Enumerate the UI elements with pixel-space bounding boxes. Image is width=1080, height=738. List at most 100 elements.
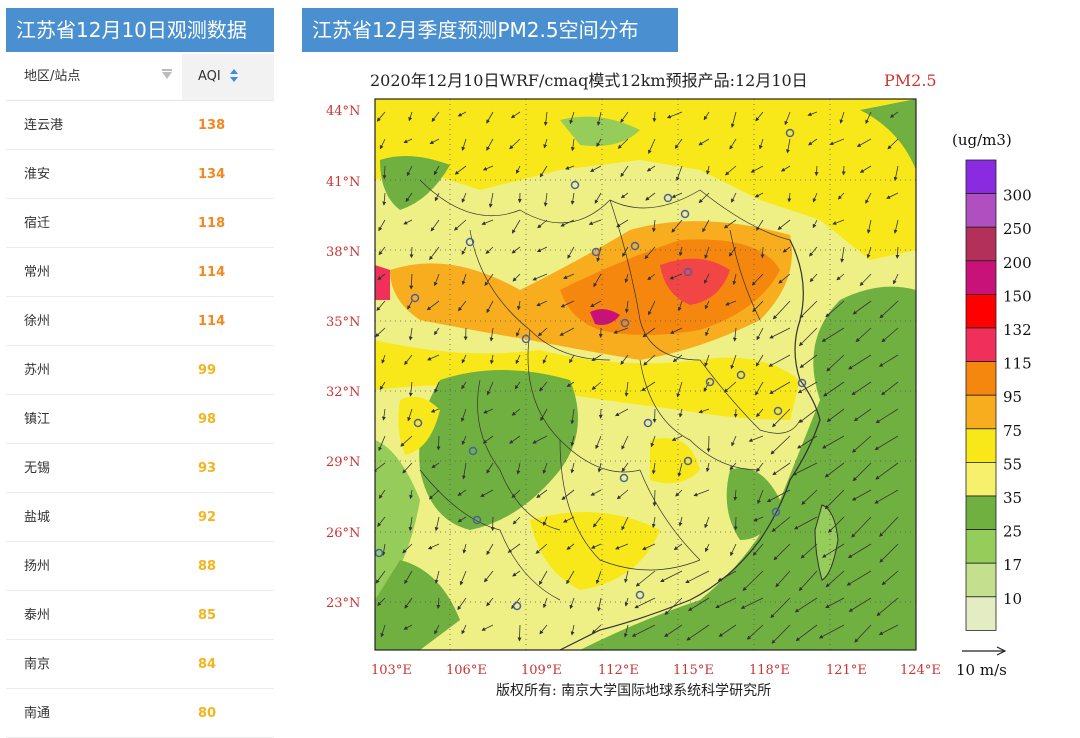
map-title-pollutant: PM2.5 bbox=[884, 71, 937, 90]
map-title: 2020年12月10日WRF/cmaq模式12km预报产品:12月10日 bbox=[370, 71, 808, 90]
colorbar-swatch bbox=[966, 294, 996, 328]
colorbar-label: 55 bbox=[1003, 455, 1022, 473]
map-credit: 版权所有: 南京大学国际地球系统科学研究所 bbox=[496, 683, 771, 699]
colorbar-swatch bbox=[966, 597, 996, 631]
table-header: 地区/站点 AQI bbox=[6, 54, 274, 101]
site-column-header[interactable]: 地区/站点 bbox=[6, 54, 182, 100]
svg-text:106°E: 106°E bbox=[446, 663, 487, 678]
svg-text:44°N: 44°N bbox=[326, 104, 360, 119]
site-name: 盐城 bbox=[6, 494, 182, 541]
colorbar-swatch bbox=[966, 563, 996, 597]
sort-arrows-icon[interactable] bbox=[230, 69, 240, 85]
svg-text:23°N: 23°N bbox=[326, 596, 360, 611]
filter-icon[interactable] bbox=[162, 72, 172, 79]
aqi-value: 85 bbox=[182, 592, 274, 639]
site-name: 苏州 bbox=[6, 347, 182, 394]
colorbar-label: 150 bbox=[1003, 287, 1032, 305]
aqi-column-header[interactable]: AQI bbox=[182, 54, 274, 100]
site-name: 扬州 bbox=[6, 543, 182, 590]
site-name: 宿迁 bbox=[6, 200, 182, 247]
colorbar-swatch bbox=[966, 429, 996, 463]
pm25-forecast-map: 2020年12月10日WRF/cmaq模式12km预报产品:12月10日 PM2… bbox=[290, 56, 1060, 716]
svg-text:109°E: 109°E bbox=[521, 663, 562, 678]
observation-title: 江苏省12月10日观测数据 bbox=[6, 8, 274, 52]
wind-scale-label: 10 m/s bbox=[956, 661, 1007, 679]
aqi-value: 134 bbox=[182, 151, 274, 198]
longitude-labels: 103°E 106°E 109°E 112°E 115°E 118°E 121°… bbox=[371, 663, 941, 678]
wind-scale: 10 m/s bbox=[956, 647, 1007, 679]
site-name: 镇江 bbox=[6, 396, 182, 443]
svg-text:38°N: 38°N bbox=[326, 245, 360, 260]
colorbar-swatch bbox=[966, 462, 996, 496]
site-name: 泰州 bbox=[6, 592, 182, 639]
colorbar-swatch bbox=[966, 160, 996, 194]
colorbar-label: 115 bbox=[1003, 355, 1032, 373]
colorbar-swatch bbox=[966, 530, 996, 564]
site-column-label: 地区/站点 bbox=[24, 69, 80, 84]
site-name: 无锡 bbox=[6, 445, 182, 492]
aqi-value: 93 bbox=[182, 445, 274, 492]
colorbar-labels: 300 250 200 150 132 115 95 75 55 35 25 17 10 bbox=[1003, 187, 1032, 608]
site-name: 南京 bbox=[6, 641, 182, 688]
aqi-value: 138 bbox=[182, 102, 274, 149]
svg-text:35°N: 35°N bbox=[326, 315, 360, 330]
aqi-value: 84 bbox=[182, 641, 274, 688]
colorbar-swatch bbox=[966, 328, 996, 362]
svg-text:26°N: 26°N bbox=[326, 526, 360, 541]
colorbar-unit: (ug/m3) bbox=[952, 131, 1012, 149]
aqi-value: 118 bbox=[182, 200, 274, 247]
svg-text:118°E: 118°E bbox=[749, 663, 790, 678]
colorbar-label: 75 bbox=[1003, 422, 1022, 440]
aqi-value: 98 bbox=[182, 396, 274, 443]
aqi-value: 114 bbox=[182, 249, 274, 296]
latitude-labels: 44°N 41°N 38°N 35°N 32°N 29°N 26°N 23°N bbox=[326, 104, 360, 611]
colorbar-label: 17 bbox=[1003, 556, 1022, 574]
svg-text:124°E: 124°E bbox=[900, 663, 941, 678]
colorbar-swatch bbox=[966, 496, 996, 530]
concentration-field bbox=[373, 99, 916, 650]
site-name: 徐州 bbox=[6, 298, 182, 345]
colorbar-label: 95 bbox=[1003, 388, 1022, 406]
colorbar-swatch bbox=[966, 395, 996, 429]
svg-text:112°E: 112°E bbox=[598, 663, 639, 678]
svg-text:32°N: 32°N bbox=[326, 385, 360, 400]
colorbar-label: 300 bbox=[1003, 187, 1032, 205]
colorbar-label: 250 bbox=[1003, 220, 1032, 238]
svg-text:29°N: 29°N bbox=[326, 455, 360, 470]
colorbar-label: 10 bbox=[1003, 590, 1022, 608]
aqi-value: 92 bbox=[182, 494, 274, 541]
colorbar-label: 25 bbox=[1003, 523, 1022, 541]
colorbar-label: 200 bbox=[1003, 254, 1032, 272]
svg-text:41°N: 41°N bbox=[326, 175, 360, 190]
forecast-title: 江苏省12月季度预测PM2.5空间分布 bbox=[302, 8, 678, 52]
aqi-value: 114 bbox=[182, 298, 274, 345]
colorbar bbox=[966, 160, 996, 630]
colorbar-label: 132 bbox=[1003, 321, 1032, 339]
svg-text:103°E: 103°E bbox=[371, 663, 412, 678]
colorbar-swatch bbox=[966, 362, 996, 396]
site-name: 常州 bbox=[6, 249, 182, 296]
svg-text:115°E: 115°E bbox=[673, 663, 714, 678]
colorbar-swatch bbox=[966, 194, 996, 228]
site-name: 淮安 bbox=[6, 151, 182, 198]
aqi-value: 88 bbox=[182, 543, 274, 590]
aqi-column-label: AQI bbox=[198, 69, 221, 84]
aqi-value: 99 bbox=[182, 347, 274, 394]
colorbar-label: 35 bbox=[1003, 489, 1022, 507]
colorbar-swatch bbox=[966, 227, 996, 261]
